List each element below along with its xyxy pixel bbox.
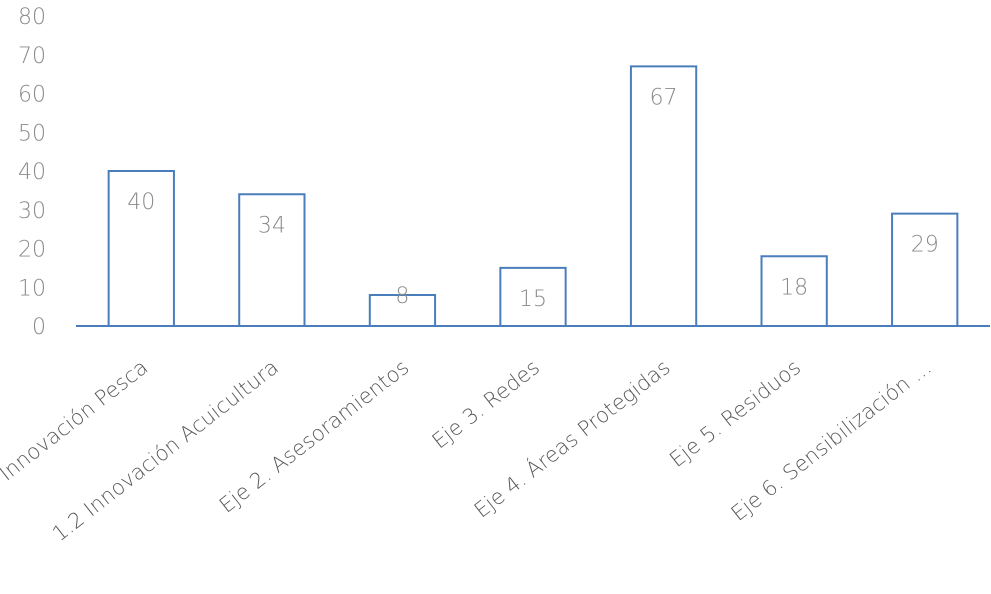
y-tick-label: 40 bbox=[18, 160, 46, 185]
data-labels: 40 34 8 15 67 18 29 bbox=[127, 85, 938, 312]
y-tick-label: 60 bbox=[18, 83, 46, 108]
bar bbox=[107, 170, 175, 327]
data-label: 29 bbox=[911, 233, 939, 258]
bar bbox=[238, 193, 306, 327]
data-label: 18 bbox=[780, 275, 808, 300]
y-tick-label: 0 bbox=[32, 315, 46, 340]
data-label: 67 bbox=[650, 85, 678, 110]
category-label: 1.2 Innovación Acuicultura bbox=[48, 355, 283, 546]
y-axis-ticks: 0 10 20 30 40 50 60 70 80 bbox=[18, 5, 46, 340]
data-label: 15 bbox=[519, 287, 547, 312]
data-label: 8 bbox=[395, 284, 409, 309]
y-tick-label: 10 bbox=[18, 276, 46, 301]
y-tick-label: 30 bbox=[18, 199, 46, 224]
y-tick-label: 70 bbox=[18, 44, 46, 69]
data-label: 40 bbox=[127, 190, 155, 215]
category-label: Eje 5. Residuos bbox=[665, 355, 805, 472]
y-tick-label: 50 bbox=[18, 121, 46, 146]
bar bbox=[891, 212, 959, 327]
data-label: 34 bbox=[258, 213, 286, 238]
y-tick-label: 80 bbox=[18, 5, 46, 30]
bar bbox=[499, 266, 567, 327]
bars bbox=[107, 65, 959, 327]
bar bbox=[760, 255, 828, 327]
category-label: Eje 3. Redes bbox=[428, 355, 545, 453]
y-tick-label: 20 bbox=[18, 238, 46, 263]
